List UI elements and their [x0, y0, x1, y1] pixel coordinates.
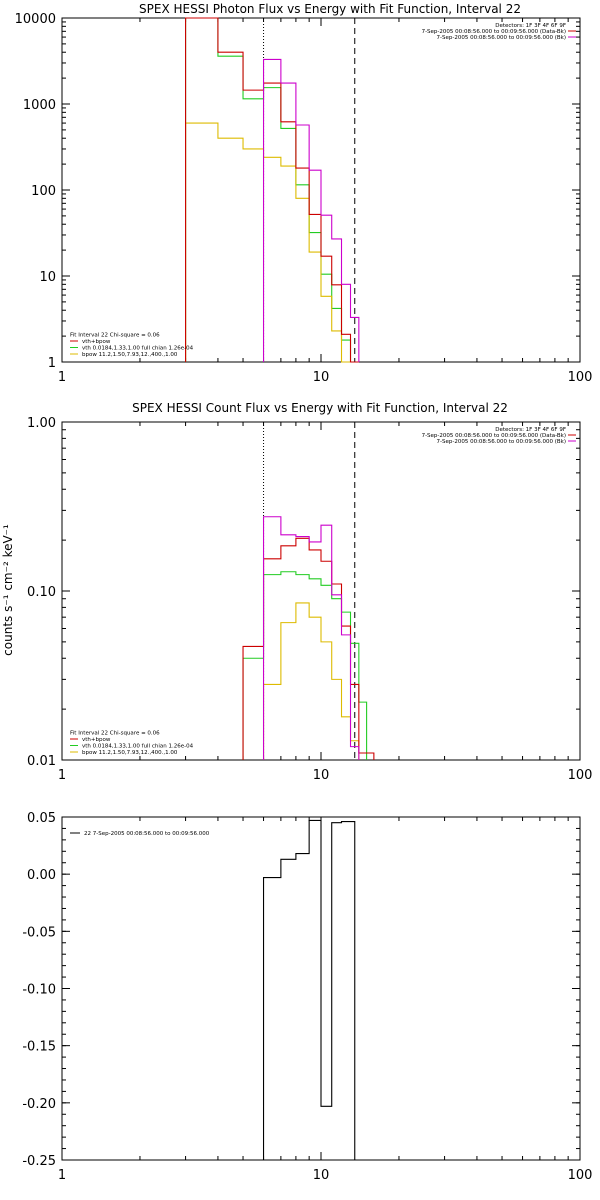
info-line: 7-Sep-2005 00:08:56.000 to 00:09:56.000 …: [437, 35, 567, 41]
y-tick-label: 0.05: [27, 811, 56, 826]
x-tick-label: 100: [568, 370, 593, 385]
legend-entry: Fit Interval 22 Chi-square = 0.06: [70, 731, 160, 737]
info-line: 7-Sep-2005 00:08:56.000 to 00:09:56.000 …: [422, 29, 566, 35]
y-tick-label: -0.20: [22, 1097, 56, 1112]
x-tick-label: 10: [313, 370, 330, 385]
y-tick-label: 1000: [23, 98, 56, 113]
legend-entry: bpow 11.2,1.50,7.93,12.,400.,1.00: [82, 750, 178, 756]
count-flux-y-axis-label: counts s⁻¹ cm⁻² keV⁻¹: [1, 524, 15, 656]
legend-entry: vth+bpow: [82, 339, 111, 345]
series-bpow-histogram: [185, 122, 359, 363]
y-tick-label: 0.01: [27, 754, 56, 769]
info-line: Detectors: 1F 3F 4F 6F 9F: [495, 23, 566, 29]
y-tick-label: -0.10: [22, 983, 56, 998]
photon-flux-panel: SPEX HESSI Photon Flux vs Energy with Fi…: [15, 2, 593, 385]
x-tick-label: 100: [568, 768, 593, 783]
legend-entry: bpow 11.2,1.50,7.93,12.,400.,1.00: [82, 352, 178, 358]
x-tick-label: 100: [568, 1168, 593, 1183]
count-flux-plot-frame: [61, 421, 581, 761]
series-data-histogram: [185, 17, 359, 363]
series-data-histogram: [242, 537, 375, 760]
legend-entry: vth+bpow: [82, 737, 111, 743]
photon-flux-title: SPEX HESSI Photon Flux vs Energy with Fi…: [139, 2, 521, 16]
x-tick-label: 1: [58, 1168, 66, 1183]
y-tick-label: 10: [39, 270, 56, 285]
y-tick-label: 10000: [15, 12, 56, 27]
y-tick-label: 1.00: [27, 416, 56, 431]
y-tick-label: -0.25: [22, 1154, 56, 1169]
series-total-histogram: [262, 516, 360, 760]
x-tick-label: 1: [58, 768, 66, 783]
series-vth-histogram: [242, 571, 368, 760]
series-vth-histogram: [185, 17, 359, 363]
info-line: Detectors: 1F 3F 4F 6F 9F: [495, 427, 566, 433]
y-tick-label: -0.15: [22, 1040, 56, 1055]
y-tick-label: 1: [48, 356, 56, 371]
count-flux-title: SPEX HESSI Count Flux vs Energy with Fit…: [132, 401, 508, 415]
legend-entry: Fit Interval 22 Chi-square = 0.06: [70, 333, 160, 339]
y-tick-label: 100: [31, 184, 56, 199]
residuals-panel: 1 10 100 0.05 0.00 -0.05 -0.10 -0.15 -0.20 -0.25 2…: [22, 811, 592, 1183]
series-resid-histogram: [262, 819, 356, 1160]
legend-entry: 22 7-Sep-2005 00:08:56.000 to 00:09:56.0…: [84, 831, 210, 837]
x-tick-label: 1: [58, 370, 66, 385]
count-flux-panel: SPEX HESSI Count Flux vs Energy with Fit…: [1, 401, 592, 783]
x-tick-label: 10: [313, 768, 330, 783]
y-tick-label: 0.00: [27, 868, 56, 883]
series-total-histogram: [262, 58, 360, 362]
y-tick-label: 0.10: [27, 585, 56, 600]
y-tick-label: -0.05: [22, 925, 56, 940]
legend-entry: vth 0.0184,1.33,1.00 full chian 1.26e-04: [82, 346, 194, 352]
info-line: 7-Sep-2005 00:08:56.000 to 00:09:56.000 …: [437, 439, 567, 445]
legend-entry: vth 0.0184,1.33,1.00 full chian 1.26e-04: [82, 744, 194, 750]
x-tick-label: 10: [313, 1168, 330, 1183]
info-line: 7-Sep-2005 00:08:56.000 to 00:09:56.000 …: [422, 433, 566, 439]
